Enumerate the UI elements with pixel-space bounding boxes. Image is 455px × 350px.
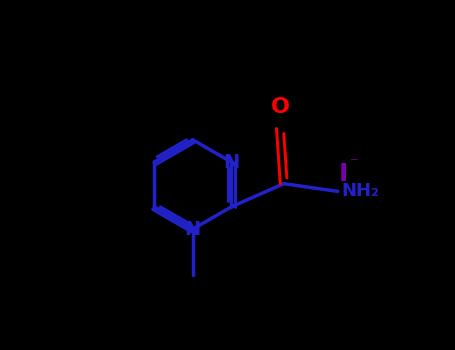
Text: O: O	[270, 97, 289, 118]
Text: N: N	[223, 153, 240, 172]
Text: I: I	[338, 162, 348, 187]
Text: NH₂: NH₂	[342, 182, 379, 201]
Text: ⁻: ⁻	[350, 154, 359, 172]
Text: N: N	[185, 219, 201, 239]
